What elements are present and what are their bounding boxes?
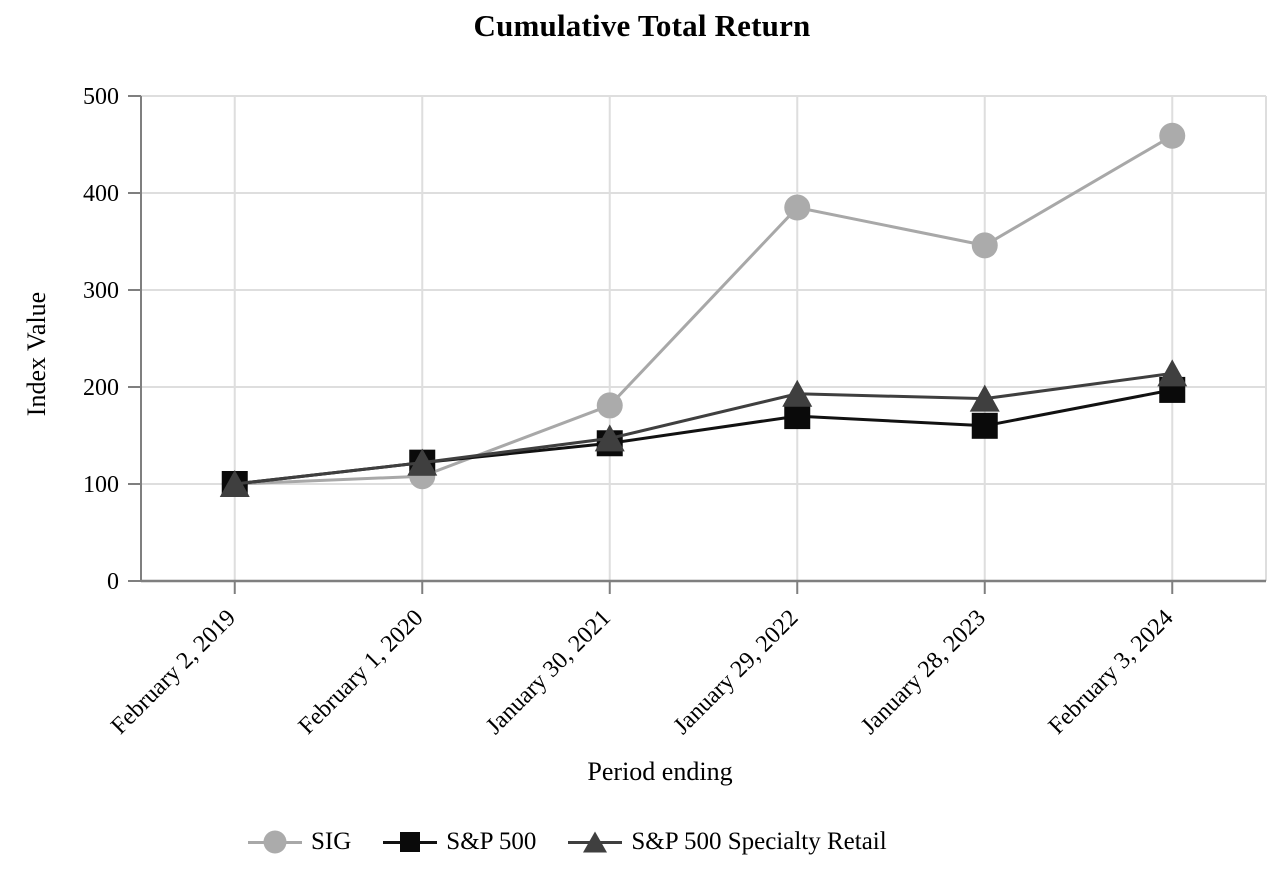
data-point-square <box>784 403 811 430</box>
y-tick-label: 500 <box>83 84 119 110</box>
data-point-triangle <box>782 379 813 407</box>
y-tick-label: 400 <box>83 181 119 207</box>
sig-circle-marker-icon <box>248 829 302 855</box>
x-tick-label: January 30, 2021 <box>481 605 616 740</box>
legend-item-sig: SIG <box>248 828 351 856</box>
y-tick-label: 100 <box>83 472 119 498</box>
series-line-2 <box>234 371 1173 486</box>
x-axis-title: Period ending <box>587 757 733 786</box>
x-tick-label: February 3, 2024 <box>1044 605 1179 740</box>
data-point-circle <box>596 392 623 419</box>
sp500-square-marker-icon <box>383 829 438 855</box>
data-point-triangle <box>969 384 1000 412</box>
data-point-triangle <box>407 448 438 476</box>
legend-item-specialty-retail: S&P 500 Specialty Retail <box>568 828 887 856</box>
data-point-triangle <box>594 424 625 452</box>
x-tick-label: February 2, 2019 <box>106 605 241 740</box>
y-tick-label: 0 <box>107 569 119 595</box>
data-point-square <box>971 412 998 439</box>
data-point-circle <box>971 232 998 259</box>
series-line-1 <box>234 388 1173 486</box>
series-line-0 <box>234 134 1174 486</box>
data-point-triangle <box>1157 359 1188 387</box>
legend-label-specialty-retail: S&P 500 Specialty Retail <box>631 828 887 855</box>
specialty-retail-triangle-marker-icon <box>568 829 623 855</box>
y-tick-label: 300 <box>83 278 119 304</box>
chart-title: Cumulative Total Return <box>473 8 811 43</box>
legend-label-sig: SIG <box>311 828 352 855</box>
legend-label-sp500: S&P 500 <box>446 828 537 855</box>
data-point-circle <box>784 194 811 221</box>
chart-legend: SIG S&P 500 S&P 500 Specialty Retail <box>248 828 887 856</box>
y-tick-label: 200 <box>83 375 119 401</box>
x-tick-label: January 29, 2022 <box>669 605 804 740</box>
legend-item-sp500: S&P 500 <box>383 828 536 856</box>
x-tick-label: February 1, 2020 <box>294 605 429 740</box>
x-tick-label: January 28, 2023 <box>856 605 991 740</box>
data-point-triangle <box>219 470 250 497</box>
data-point-circle <box>1159 122 1186 149</box>
